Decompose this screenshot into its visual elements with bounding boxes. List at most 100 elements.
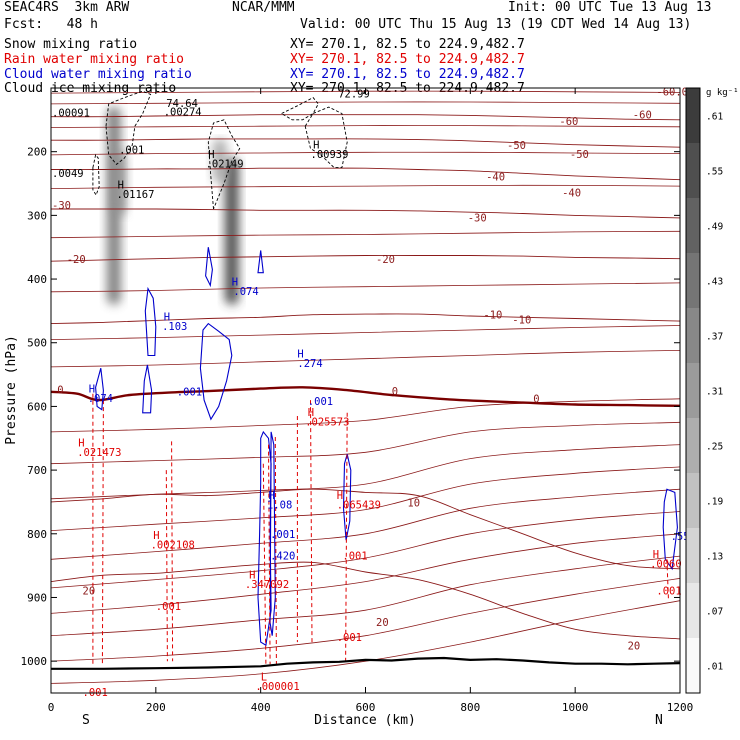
annotation-label-16: .074 [233,286,258,298]
temperature-contour-minus20 [51,255,680,262]
annotation-label-32: .001 [270,529,295,541]
annotation-label-37: H [653,549,659,561]
annotation-label-42: .001 [656,585,681,597]
annotation-label-27: H [269,490,275,502]
annotation-label-45: L [261,671,267,683]
colorbar-segment-6 [686,308,700,363]
y-tick-label-6: 800 [27,528,47,541]
annotation-label-56: -40 [562,187,581,199]
annotation-label-21: .001 [177,387,202,399]
annotation-label-36: .001 [342,550,367,562]
cloud-ice-contour-2 [207,119,241,210]
annotation-label-2: .00274 [164,106,202,118]
colorbar-segment-4 [686,418,700,473]
theta-contour-12 [51,282,680,293]
rain-contour-4 [262,463,267,665]
annotation-label-17: H [297,348,303,360]
field-xy-rain: XY= 270.1, 82.5 to 224.9,482.7 [290,52,525,67]
annotation-label-57: -30 [52,200,71,212]
cloud-water-contour-1 [144,286,157,357]
annotation-label-24: .025573 [305,417,349,429]
annotation-label-51: -60 [559,116,578,128]
annotation-label-61: -10 [483,310,502,322]
annotation-label-0: .00091 [52,108,90,120]
rain-contour-8 [310,400,313,643]
x-axis-left-label: S [82,713,90,728]
rain-contour-3 [171,441,174,662]
colorbar-frame [685,87,701,694]
y-tick-label-5: 700 [27,464,47,477]
theta-contour-15 [51,151,680,156]
theta-contour-3 [51,533,680,614]
annotation-label-35: .420 [270,550,295,562]
annotation-label-23: H [308,407,314,419]
annotation-label-1: 74.64 [166,98,198,110]
annotation-label-10: .0049 [52,168,84,180]
temperature-contour-minus10 [51,313,680,325]
field-name-snow: Snow mixing ratio [4,37,138,52]
field-name-cloud-water: Cloud water mixing ratio [4,67,192,82]
cloud-water-contour-8 [342,454,352,541]
annotation-label-31: 10 [407,497,420,509]
annotation-label-18: .274 [297,358,322,370]
annotation-label-50: 20 [628,641,641,653]
colorbar-label-8: .49 [706,222,723,233]
y-tick-label-1: 300 [27,209,47,222]
annotation-label-43: .001 [156,601,181,613]
x-tick-label-4: 800 [460,701,480,714]
colorbar-segment-2 [686,528,700,583]
theta-contour-4 [51,511,680,589]
annotation-label-53: -50 [507,140,526,152]
theta-contour-17 [51,101,680,105]
annotation-label-11: H [118,180,124,192]
annotation-label-48: 20 [83,585,96,597]
center-label: NCAR/MMM [232,0,295,15]
cloud-water-contour-4 [199,322,233,421]
y-tick-label-2: 400 [27,273,47,286]
field-xy-cloud-water: XY= 270.1, 82.5 to 224.9,482.7 [290,67,525,82]
annotation-label-9: .00939 [311,149,349,161]
theta-contour-11 [51,325,680,340]
annotation-label-65: 0 [533,394,539,406]
field-xy-snow: XY= 270.1, 82.5 to 224.9,482.7 [290,37,525,52]
theta-contour-6 [51,466,680,531]
colorbar-label-4: .25 [706,442,723,453]
rain-contour-2 [165,470,168,662]
colorbar-segment-9 [686,143,700,198]
x-tick-label-2: 400 [251,701,271,714]
y-tick-label-4: 600 [27,400,47,413]
theta-contour-5 [51,488,680,560]
annotation-label-55: -40 [486,171,505,183]
annotation-label-15: H [232,276,238,288]
temperature-contour-minus60 [51,114,680,121]
colorbar-segment-10 [686,88,700,143]
snow-shade-1 [112,151,127,216]
x-tick-label-3: 600 [356,701,376,714]
colorbar-segment-1 [686,583,700,638]
colorbar-segment-5 [686,363,700,418]
annotation-label-46: .000001 [255,681,299,693]
annotation-label-60: -20 [376,254,395,266]
snow-shade-3 [212,138,227,184]
annotation-label-40: H [249,569,255,581]
theta-contour-14 [51,184,680,189]
annotation-label-63: 0 [57,385,63,397]
theta-contour-0 [51,600,680,684]
cloud-water-contour-6 [257,430,272,647]
colorbar-unit: g kg⁻¹ [706,88,739,98]
x-tick-label-0: 0 [48,701,55,714]
annotation-label-22: .001 [308,396,333,408]
theta-contour-8 [51,421,680,465]
colorbar-label-7: .43 [706,277,723,288]
colorbar-segment-7 [686,253,700,308]
theta-contour-13 [51,230,680,239]
annotation-label-19: H [89,383,95,395]
colorbar-label-6: .37 [706,332,723,343]
annotation-label-20: .074 [88,393,113,405]
cloud-water-contour-5 [257,250,264,274]
temperature-contour-minus30 [51,208,680,219]
theta-contour-1 [51,578,680,662]
valid-time: Valid: 00 UTC Thu 15 Aug 13 (19 CDT Wed … [300,17,692,32]
theta-contour-10 [51,350,680,368]
